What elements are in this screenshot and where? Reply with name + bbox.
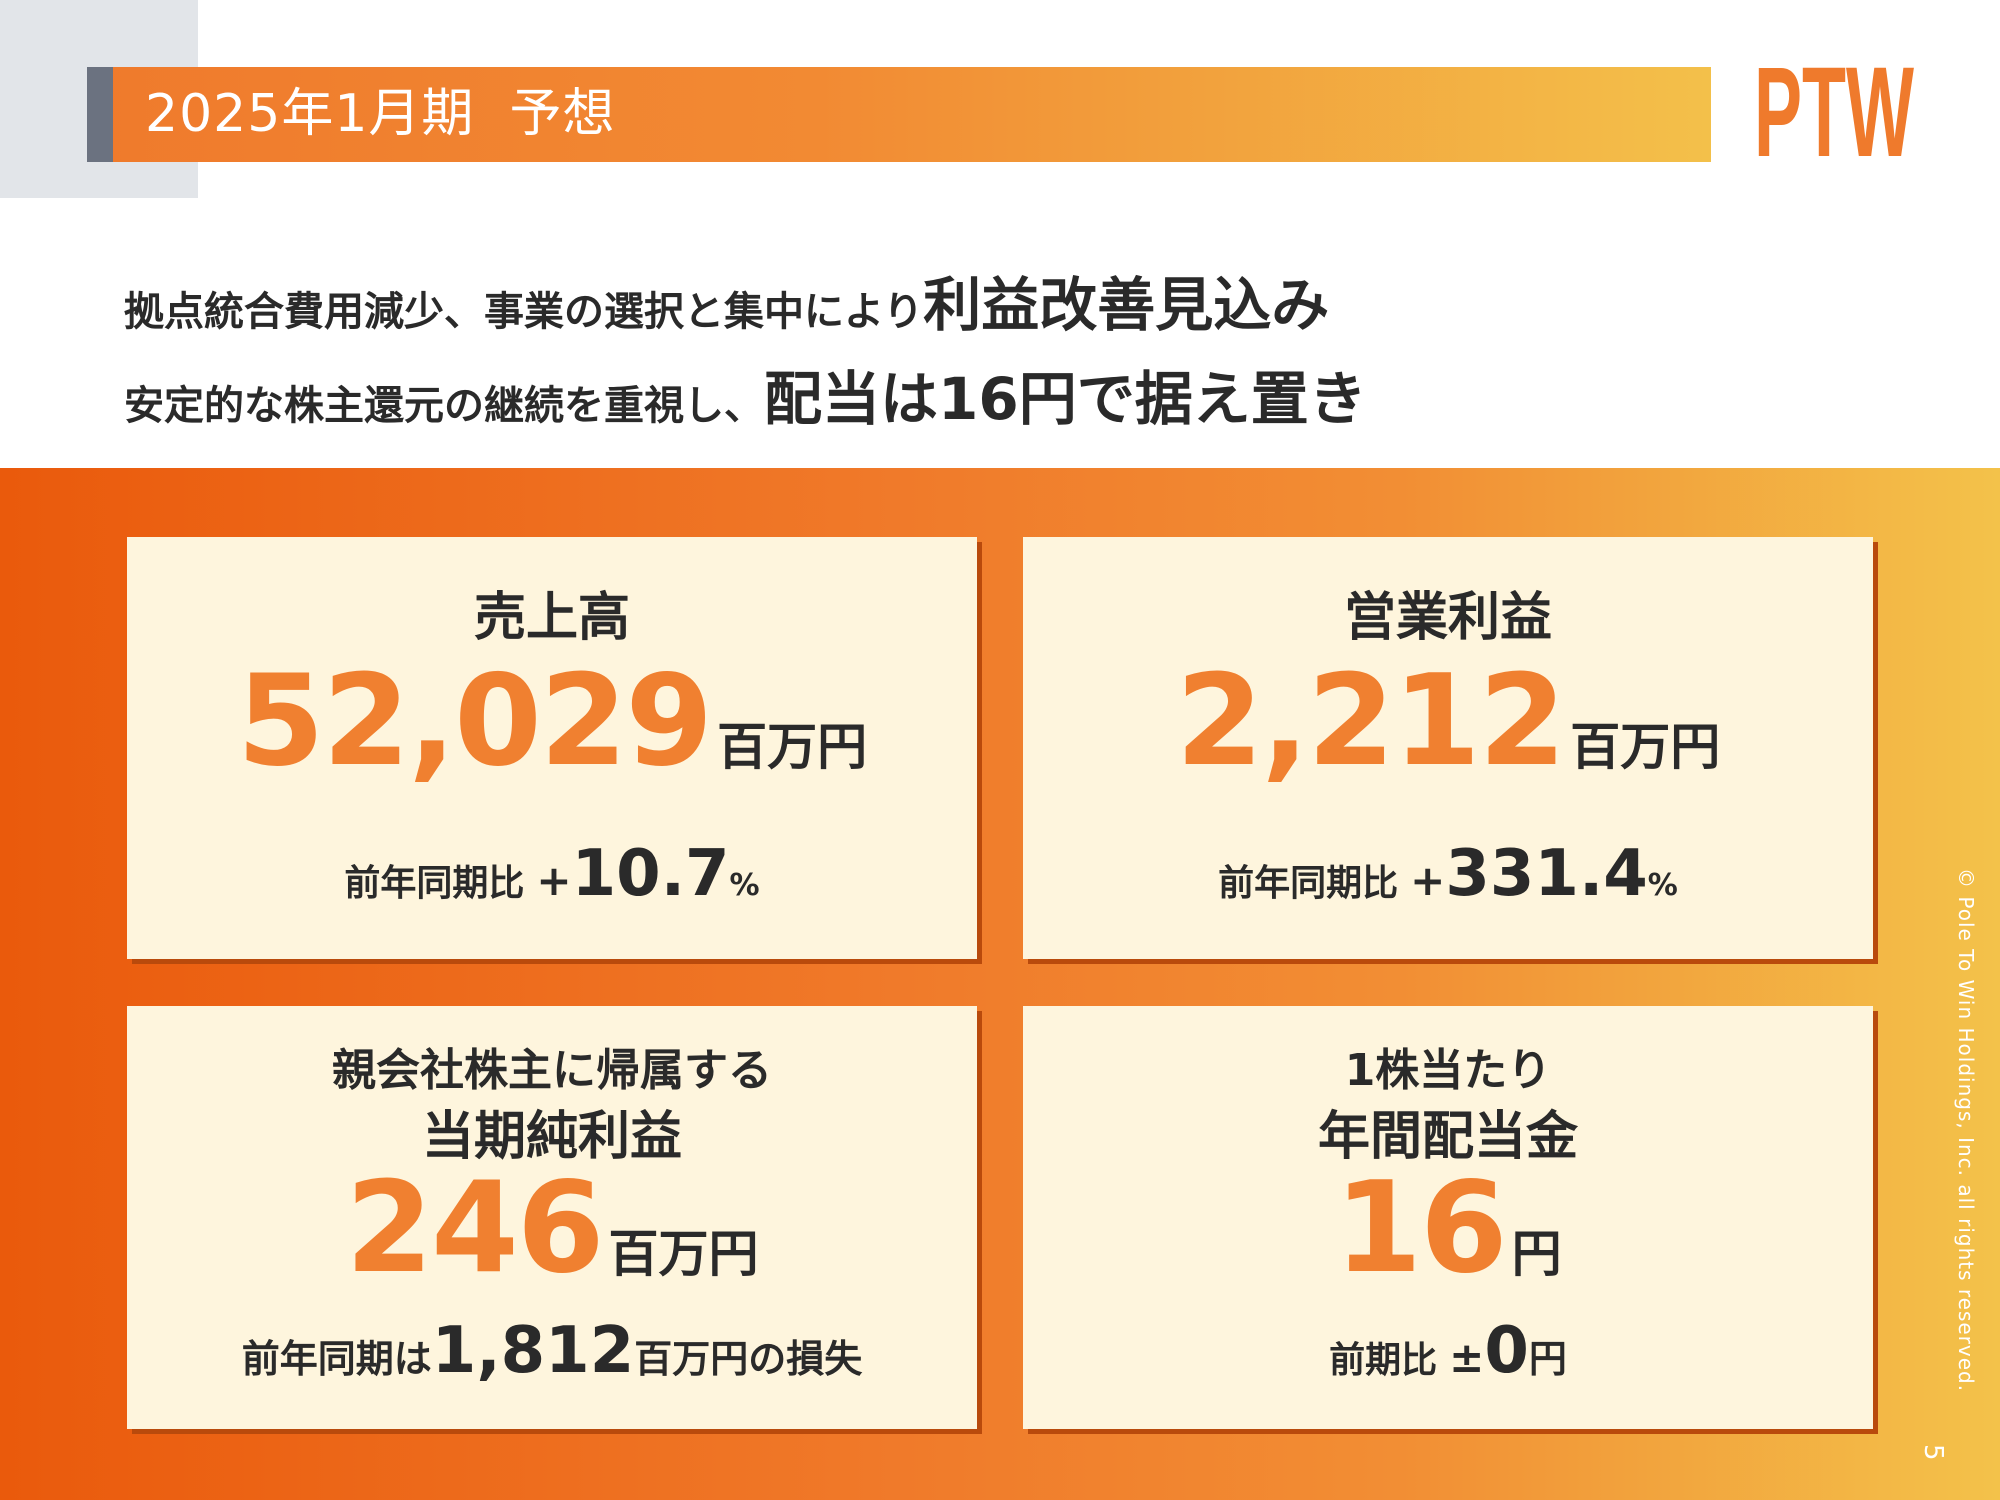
- dividend-yoy-label: 前期比: [1329, 1340, 1438, 1381]
- page-title: 2025年1月期 予想: [145, 84, 616, 144]
- operating-profit-value: 2,212: [1175, 647, 1567, 794]
- net-income-yoy: 前年同期は1,812百万円の損失: [127, 1314, 977, 1388]
- net-income-value: 246: [345, 1154, 604, 1301]
- operating-profit-unit: 百万円: [1570, 718, 1721, 776]
- sales-yoy-unit: %: [729, 868, 760, 903]
- net-income-card: 親会社株主に帰属する 当期純利益 246 百万円 前年同期は1,812百万円の損失: [127, 1006, 977, 1429]
- ptw-logo: PTW: [1752, 41, 1916, 184]
- headline-1-emphasis: 利益改善見込み: [923, 271, 1330, 339]
- sales-yoy: 前年同期比 +10.7%: [127, 837, 977, 911]
- sales-yoy-value: 10.7: [571, 837, 730, 911]
- net-income-unit: 百万円: [608, 1225, 759, 1283]
- dividend-yoy: 前期比 ±0円: [1023, 1314, 1873, 1388]
- sales-card: 売上高 52,029 百万円 前年同期比 +10.7%: [127, 537, 977, 959]
- title-accent-bar: [87, 67, 113, 162]
- dividend-title-line-2: 年間配当金: [1317, 1107, 1578, 1167]
- headline-2-emphasis: 配当は16円で据え置き: [764, 365, 1367, 433]
- operating-profit-yoy-sign: +: [1410, 856, 1446, 905]
- sales-yoy-label: 前年同期比: [344, 863, 525, 904]
- sales-unit: 百万円: [717, 718, 868, 776]
- sales-value-row: 52,029 百万円: [127, 647, 977, 794]
- title-bar: 2025年1月期 予想: [87, 67, 1711, 162]
- dividend-title-line-1: 1株当たり: [1344, 1045, 1552, 1096]
- operating-profit-yoy: 前年同期比 +331.4%: [1023, 837, 1873, 911]
- svg-text:PTW: PTW: [1754, 48, 1914, 168]
- copyright-notice: © Pole To Win Holdings, Inc. all rights …: [1954, 868, 1978, 1393]
- dividend-yoy-unit: 円: [1528, 1337, 1567, 1381]
- ptw-logo-graphic: PTW: [1754, 41, 1914, 184]
- dividend-value-row: 16 円: [1023, 1154, 1873, 1301]
- operating-profit-yoy-value: 331.4: [1445, 837, 1648, 911]
- net-income-title-line-2: 当期純利益: [421, 1107, 682, 1167]
- operating-profit-card: 営業利益 2,212 百万円 前年同期比 +331.4%: [1023, 537, 1873, 959]
- net-income-title-line-1: 親会社株主に帰属する: [332, 1045, 772, 1096]
- dividend-card: 1株当たり 年間配当金 16 円 前期比 ±0円: [1023, 1006, 1873, 1429]
- headline-line-2: 安定的な株主還元の継続を重視し、配当は16円で据え置き: [124, 352, 1367, 436]
- sales-yoy-sign: +: [536, 856, 572, 905]
- page-number: 5: [1918, 1444, 1948, 1461]
- headline-2-text: 安定的な株主還元の継続を重視し、: [124, 383, 764, 429]
- net-income-yoy-prefix: 前年同期は: [241, 1337, 432, 1381]
- headline-1-text: 拠点統合費用減少、事業の選択と集中により: [124, 289, 924, 335]
- net-income-value-row: 246 百万円: [127, 1154, 977, 1301]
- dividend-yoy-sign: ±: [1449, 1333, 1485, 1382]
- sales-value: 52,029: [236, 647, 713, 794]
- sales-title: 売上高: [473, 588, 630, 648]
- operating-profit-yoy-unit: %: [1647, 868, 1678, 903]
- dividend-yoy-value: 0: [1484, 1314, 1529, 1388]
- operating-profit-yoy-label: 前年同期比: [1218, 863, 1399, 904]
- net-income-yoy-suffix: 百万円の損失: [634, 1337, 863, 1381]
- headline-line-1: 拠点統合費用減少、事業の選択と集中により利益改善見込み: [124, 258, 1329, 342]
- operating-profit-value-row: 2,212 百万円: [1023, 647, 1873, 794]
- dividend-unit: 円: [1511, 1225, 1562, 1283]
- dividend-value: 16: [1334, 1154, 1507, 1301]
- net-income-yoy-value: 1,812: [431, 1314, 635, 1388]
- operating-profit-title: 営業利益: [1343, 588, 1552, 648]
